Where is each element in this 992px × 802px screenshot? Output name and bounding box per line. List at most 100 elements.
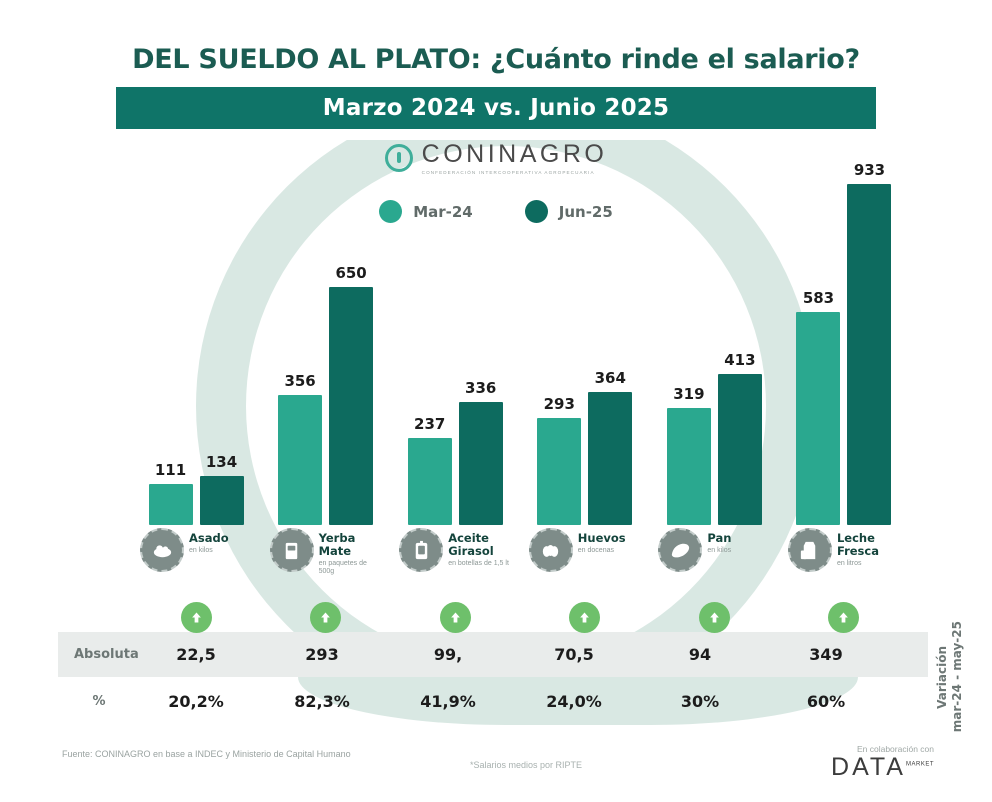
bar-mar24[interactable]: 293: [537, 395, 582, 525]
bar-rect: [329, 287, 374, 525]
bar-group-leche-fresca: 583 933: [788, 160, 900, 525]
bar-jun25[interactable]: 650: [329, 264, 374, 525]
header: DEL SUELDO AL PLATO: ¿Cuánto rinde el sa…: [0, 0, 992, 129]
bar-group-asado: 111 134: [140, 160, 252, 525]
milk-carton-icon: [787, 528, 832, 572]
bar-mar24[interactable]: 583: [796, 289, 841, 525]
meat-icon: [140, 528, 184, 572]
category-name: Yerba Mate: [318, 531, 356, 558]
bar-value: 319: [673, 385, 705, 403]
collab-label: En colaboración con: [856, 744, 934, 754]
bar-mar24[interactable]: 319: [666, 385, 711, 525]
category-name: Huevos: [577, 531, 626, 545]
bar-jun25[interactable]: 933: [847, 161, 892, 525]
category-name: Pan: [707, 531, 732, 545]
arrow-up-icon: [180, 602, 212, 633]
percent-value: 30%: [680, 691, 720, 711]
data-logo: DATAMARKET: [831, 754, 934, 780]
bar-mar24[interactable]: 111: [148, 461, 193, 525]
row-label-absoluta: Absoluta: [74, 647, 139, 662]
bar-jun25[interactable]: 134: [199, 453, 244, 525]
variation-percent-row: % 20,2% 82,3% 41,9% 24,0% 30% 60%: [58, 677, 928, 725]
category-leche-fresca[interactable]: Leche Fresca en litros: [787, 528, 900, 600]
absolute-value: 94: [688, 645, 712, 664]
trend-arrow-row: [140, 602, 900, 636]
arrow-up-icon: [310, 602, 342, 633]
row-label-percent: %: [92, 693, 106, 709]
coninagro-mark-icon: [384, 143, 413, 172]
side-label-line1: Variación: [934, 645, 949, 709]
eggs-icon: [528, 528, 573, 572]
yerba-package-icon: [269, 528, 314, 572]
absolute-value: 293: [305, 645, 339, 664]
bar-value: 583: [802, 289, 835, 307]
bar-value: 933: [853, 161, 886, 179]
category-sub: en botellas de 1,5 lt: [448, 559, 509, 567]
bar-rect: [588, 392, 633, 525]
legend-item-jun25[interactable]: Jun-25: [524, 200, 613, 223]
bar-mar24[interactable]: 356: [278, 372, 323, 525]
category-aceite-girasol[interactable]: Aceite Girasol en botellas de 1,5 lt: [399, 528, 511, 600]
brand-logo: CONINAGRO CONFEDERACIÓN INTERCOOPERATIVA…: [0, 140, 992, 175]
category-asado[interactable]: Asado en kilos: [140, 528, 252, 600]
bar-chart: 111 134 356 650 237 336: [140, 160, 900, 525]
trend-cell: [270, 602, 382, 636]
bar-rect: [278, 395, 323, 525]
legend-item-mar24[interactable]: Mar-24: [379, 200, 473, 223]
trend-cell: [529, 602, 641, 636]
bar-mar24[interactable]: 237: [407, 415, 452, 525]
bar-group-aceite-girasol: 237 336: [399, 160, 511, 525]
brand-tagline: CONFEDERACIÓN INTERCOOPERATIVA AGROPECUA…: [421, 170, 595, 175]
trend-cell: [658, 602, 770, 636]
arrow-up-icon: [698, 602, 730, 633]
bar-value: 134: [205, 453, 238, 471]
absolute-value: 70,5: [554, 645, 594, 664]
bar-group-pan: 319 413: [658, 160, 770, 525]
bar-jun25[interactable]: 413: [717, 351, 762, 525]
trend-cell: [140, 602, 252, 636]
bar-rect: [407, 438, 452, 525]
side-label-line2: mar-24 - may-25: [949, 621, 964, 733]
percent-row-tint: [298, 677, 858, 725]
absolute-value: 22,5: [176, 645, 216, 664]
subtitle-banner: Marzo 2024 vs. Junio 2025: [116, 87, 876, 129]
variation-side-label: Variación mar-24 - may-25: [926, 618, 972, 736]
category-strip: Asado en kilos Yerba Mate en paquetes de…: [140, 528, 900, 600]
bar-group-yerba-mate: 356 650: [270, 160, 382, 525]
trend-cell: [399, 602, 511, 636]
bar-rect: [458, 402, 503, 525]
data-logo-sup: MARKET: [905, 761, 934, 768]
page-subtitle: Marzo 2024 vs. Junio 2025: [322, 95, 670, 121]
category-yerba-mate[interactable]: Yerba Mate en paquetes de 500g: [269, 528, 382, 600]
trend-cell: [788, 602, 900, 636]
bar-jun25[interactable]: 364: [588, 369, 633, 525]
bar-value: 413: [724, 351, 756, 369]
category-text: Leche Fresca en litros: [837, 528, 900, 568]
bar-rect: [199, 476, 244, 525]
bar-rect: [666, 408, 711, 525]
category-pan[interactable]: Pan en kilos: [658, 528, 770, 600]
bar-rect: [537, 418, 582, 525]
percent-value: 41,9%: [420, 691, 476, 711]
bar-rect: [796, 312, 841, 525]
legend-label: Mar-24: [413, 202, 473, 221]
bar-value: 237: [414, 415, 446, 433]
category-sub: en paquetes de 500g: [318, 559, 367, 576]
absolute-value: 99,: [433, 645, 463, 664]
arrow-up-icon: [569, 602, 601, 633]
category-text: Asado en kilos: [189, 528, 229, 555]
bar-value: 111: [154, 461, 187, 479]
chart-legend: Mar-24 Jun-25: [0, 200, 992, 223]
bar-value: 293: [543, 395, 575, 413]
category-text: Huevos en docenas: [578, 528, 626, 555]
bar-rect: [717, 374, 762, 525]
arrow-up-icon: [828, 602, 860, 633]
variation-absolute-row: Absoluta 22,5 293 99, 70,5 94 349: [58, 632, 928, 677]
legend-dot-icon: [524, 200, 548, 223]
category-text: Aceite Girasol en botellas de 1,5 lt: [448, 528, 511, 568]
bar-rect: [847, 184, 892, 525]
bar-jun25[interactable]: 336: [458, 379, 503, 525]
percent-value: 82,3%: [294, 691, 350, 711]
category-huevos[interactable]: Huevos en docenas: [528, 528, 641, 600]
legend-dot-icon: [379, 200, 403, 223]
